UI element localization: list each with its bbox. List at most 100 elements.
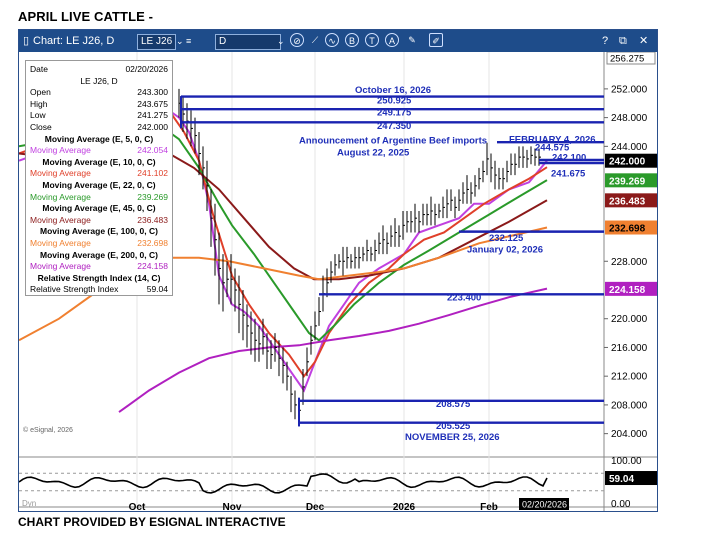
ohlc-row-low: Low 241.275: [30, 110, 168, 122]
ma-value: 236.483: [137, 214, 168, 225]
ma-label: Moving Average: [30, 214, 91, 225]
ma-value: 232.698: [137, 237, 168, 248]
annot-argentine: Announcement of Argentine Beef imports: [299, 135, 487, 146]
page-title: APRIL LIVE CATTLE -: [18, 9, 154, 24]
rsi-value: 59.04: [146, 284, 168, 295]
annot-247: 247.350: [377, 121, 411, 132]
ma-title: Moving Average (E, 100, 0, C): [40, 226, 158, 237]
close-icon[interactable]: ✕: [639, 35, 649, 47]
cursor-icon[interactable]: ⊘: [290, 33, 304, 47]
ohlc-value: 243.300: [137, 87, 168, 98]
ma-label: Moving Average: [30, 191, 91, 202]
rsi-row: Relative Strength Index 59.04: [30, 284, 168, 296]
interval-field[interactable]: D: [215, 34, 281, 50]
ma-label: Moving Average: [30, 145, 91, 156]
watermark: © eSignal, 2026: [23, 427, 73, 434]
rsi-value-tag-box: [605, 471, 657, 486]
ma-title: Moving Average (E, 45, 0, C): [42, 203, 156, 214]
ma-value: 242.054: [137, 145, 168, 156]
t-icon[interactable]: T: [365, 33, 379, 47]
annot-nov25: NOVEMBER 25, 2026: [405, 432, 500, 443]
chart-toolbar: ▯ Chart: LE J26, D LE J26 ⌄ ≡ D ⌄ ⊘ ⟋ ∿ …: [19, 30, 657, 52]
ma-row: Moving Average 232.698: [30, 238, 168, 250]
price-tick-label: 208.000: [611, 400, 648, 411]
ma-row: Moving Average 239.269: [30, 192, 168, 204]
ma-title: Moving Average (E, 200, 0, C): [40, 249, 158, 260]
rsi-title: Relative Strength Index (14, C): [37, 272, 161, 283]
chart-window[interactable]: ▯ Chart: LE J26, D LE J26 ⌄ ≡ D ⌄ ⊘ ⟋ ∿ …: [18, 29, 658, 512]
ma-row: Moving Average 242.054: [30, 145, 168, 157]
ma-value: 241.102: [137, 168, 168, 179]
window-icon[interactable]: ⧉: [619, 35, 627, 47]
ma-label: Moving Average: [30, 237, 91, 248]
ma-row: Moving Average 224.158: [30, 261, 168, 273]
top-price-box: [606, 52, 656, 65]
interval-dropdown-icon[interactable]: ⌄: [277, 36, 285, 46]
ohlc-label: Close: [30, 121, 52, 132]
ma45-price-tag-box: [605, 193, 657, 208]
close-price-tag-box: [605, 153, 657, 168]
annot-242: 242.100: [552, 153, 586, 164]
b-icon[interactable]: B: [345, 33, 359, 47]
help-icon[interactable]: ?: [602, 35, 609, 47]
price-tick-label: 252.000: [611, 84, 648, 95]
ma22-price-tag: 239.269: [609, 176, 646, 187]
pen-icon[interactable]: ✎: [408, 35, 416, 45]
price-tick-label: 248.000: [611, 113, 648, 124]
trend-icon[interactable]: ∿: [325, 33, 339, 47]
annot-205: 205.525: [436, 421, 471, 432]
symbol-dropdown-icon[interactable]: ⌄ ≡: [176, 36, 192, 46]
price-tick-label: 204.000: [611, 429, 648, 440]
month-label: Feb: [480, 502, 498, 512]
month-label: Oct: [129, 502, 146, 512]
price-chart[interactable]: 252.000 248.000 244.000 228.000 220.000 216.0…: [19, 52, 657, 512]
ma-value: 224.158: [137, 261, 168, 272]
annot-232: 232.125: [489, 233, 524, 244]
annot-jan02: January 02, 2026: [467, 245, 543, 256]
ma200-price-tag-box: [605, 281, 657, 296]
ma-title: Moving Average (E, 10, 0, C): [42, 156, 156, 167]
ma200-price-tag: 224.158: [609, 285, 646, 296]
ma-label: Moving Average: [30, 261, 91, 272]
ma-label: Moving Average: [30, 168, 91, 179]
top-price-tag: 256.275: [610, 54, 644, 65]
ma-value: 239.269: [137, 191, 168, 202]
symbol-row: LE J26, D: [80, 75, 118, 86]
month-label: 2026: [393, 502, 416, 512]
ohlc-label: Low: [30, 110, 46, 121]
edit-icon[interactable]: ✐: [429, 33, 443, 47]
ohlc-value: 242.000: [137, 121, 168, 132]
chart-title: Chart: LE J26, D: [33, 35, 115, 47]
ohlc-value: 243.675: [137, 98, 168, 109]
symbol-field[interactable]: LE J26: [137, 34, 177, 50]
price-tick-label: 216.000: [611, 343, 648, 354]
rsi-label: Relative Strength Index: [30, 284, 119, 295]
ma-title: Moving Average (E, 22, 0, C): [42, 179, 156, 190]
dyn-label[interactable]: Dyn: [22, 499, 37, 508]
annot-250: 250.925: [377, 96, 412, 107]
ohlc-row-open: Open 243.300: [30, 87, 168, 99]
moving-average-line: [118, 287, 548, 413]
annot-aug22: August 22, 2025: [337, 148, 410, 159]
ma-title: Moving Average (E, 5, 0, C): [44, 133, 154, 144]
price-tick-label: 244.000: [611, 142, 648, 153]
ma45-price-tag: 236.483: [609, 196, 646, 207]
ma100-price-tag: 232.698: [609, 224, 646, 235]
annot-oct16: October 16, 2026: [355, 85, 431, 96]
date-row: Date 02/20/2026: [30, 64, 168, 76]
price-tick-label: 212.000: [611, 372, 648, 383]
ohlc-label: High: [30, 98, 48, 109]
a-icon[interactable]: A: [385, 33, 399, 47]
footer-credit: CHART PROVIDED BY ESIGNAL INTERACTIVE: [18, 515, 286, 529]
draw-line-icon[interactable]: ⟋: [311, 35, 319, 45]
chart-panel-icon[interactable]: ▯: [23, 35, 30, 47]
month-label: Nov: [223, 502, 242, 512]
date-tag-box: [519, 498, 569, 510]
month-label: Dec: [306, 502, 325, 512]
date-label: Date: [30, 64, 48, 74]
data-window: Date 02/20/2026 LE J26, D Open 243.300 Hig…: [25, 60, 173, 296]
price-tick-label: 220.000: [611, 314, 648, 325]
ohlc-row-high: High 243.675: [30, 99, 168, 111]
price-tick-label: 228.000: [611, 257, 648, 268]
date-tag: 02/20/2026: [522, 500, 567, 510]
